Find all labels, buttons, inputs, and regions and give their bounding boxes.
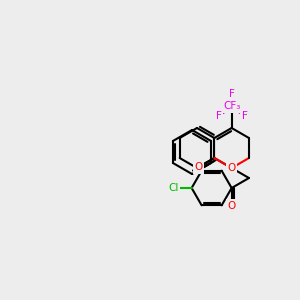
Text: O: O [227, 201, 236, 211]
Text: F: F [229, 88, 235, 99]
Text: O: O [227, 163, 236, 173]
Text: O: O [227, 163, 236, 173]
Text: CF₃: CF₃ [223, 101, 240, 111]
Text: F: F [242, 111, 247, 121]
Text: F: F [216, 111, 222, 121]
Text: Cl: Cl [169, 183, 179, 193]
Text: O: O [195, 162, 203, 172]
